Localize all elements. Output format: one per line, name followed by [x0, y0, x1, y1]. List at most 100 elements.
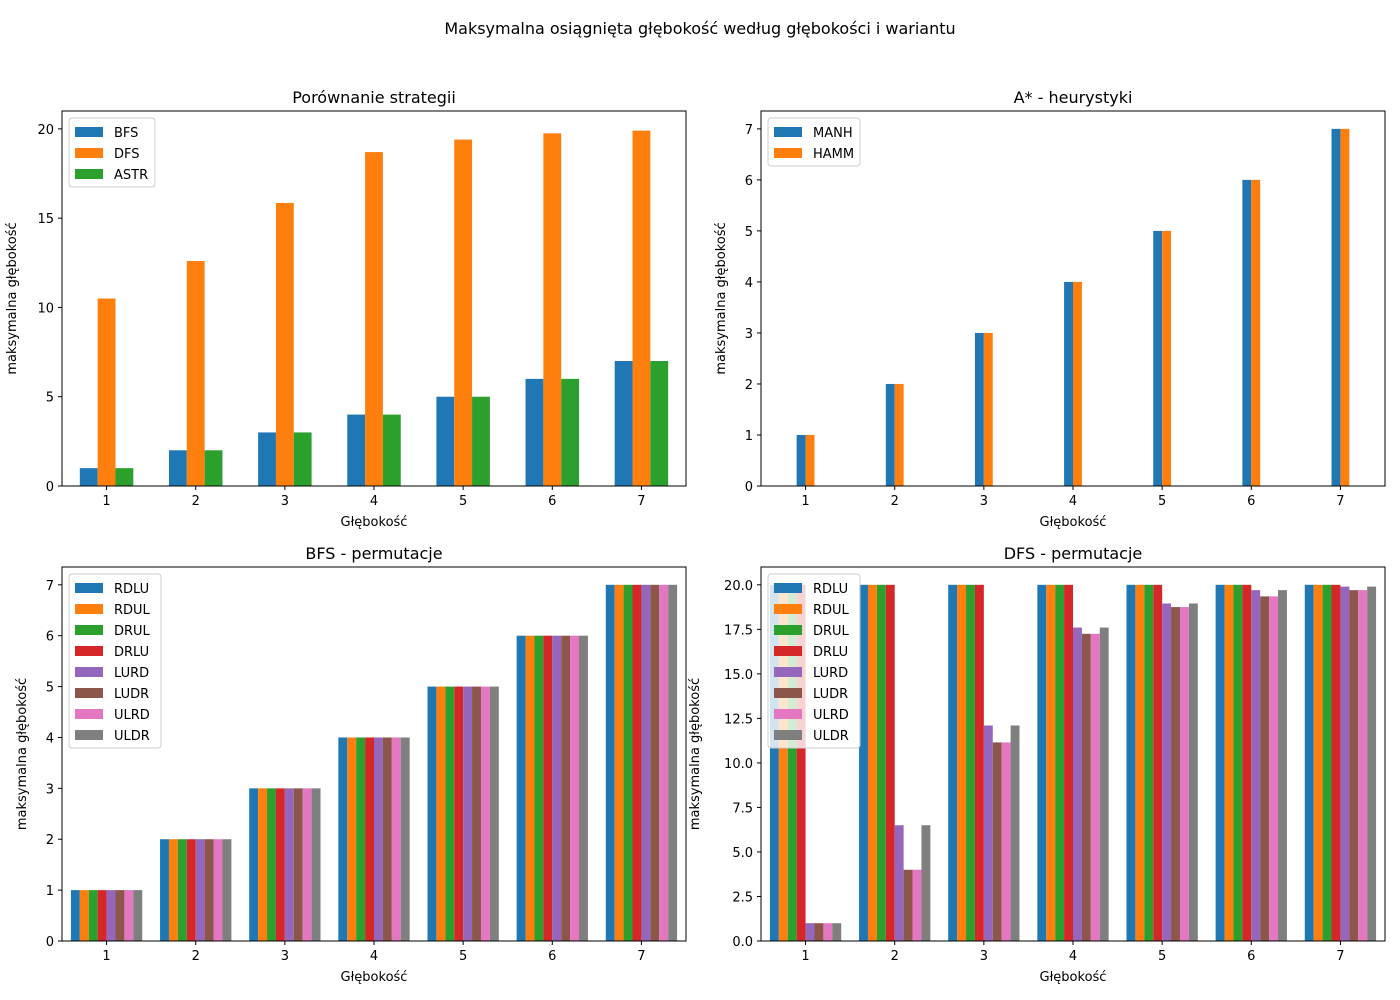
bar-lurd-5: [1162, 603, 1172, 941]
bar-uldr-4: [400, 737, 410, 941]
legend-label: DRUL: [813, 624, 850, 639]
bar-lurd-1: [805, 923, 815, 941]
y-tick-label: 1: [745, 429, 753, 444]
y-tick-label: 7: [745, 123, 753, 138]
x-tick-label: 3: [980, 494, 988, 509]
bar-ulrd-1: [823, 923, 833, 941]
bar-dfs-7: [632, 130, 651, 486]
legend-swatch: [75, 730, 103, 740]
bar-lurd-3: [983, 725, 993, 941]
bar-hamm-6: [1251, 179, 1261, 486]
x-axis-label: Głębokość: [341, 970, 408, 985]
bar-astr-2: [204, 450, 223, 486]
bar-rdlu-2: [160, 839, 169, 941]
x-tick-label: 5: [1158, 949, 1166, 964]
x-tick-label: 7: [637, 949, 645, 964]
bar-rdlu-1: [769, 584, 779, 941]
bar-lurd-5: [463, 686, 473, 941]
bar-uldr-6: [579, 635, 588, 941]
series-ludr: [814, 590, 1359, 941]
legend-swatch: [774, 709, 802, 719]
bar-drlu-4: [1064, 584, 1073, 941]
series-ludr: [115, 584, 660, 941]
bar-bfs-4: [347, 414, 366, 486]
legend-frame: [68, 573, 162, 749]
series-lurd: [805, 586, 1350, 941]
bar-ulrd-2: [213, 839, 223, 941]
bar-ludr-1: [115, 890, 125, 941]
bar-rdlu-5: [1126, 584, 1136, 941]
legend-swatch: [774, 730, 802, 740]
bar-ludr-6: [561, 635, 571, 941]
bar-manh-7: [1331, 128, 1341, 486]
y-tick-label: 6: [745, 174, 753, 189]
bar-drul-3: [267, 788, 276, 941]
x-tick-label: 6: [1247, 949, 1255, 964]
x-tick-label: 2: [891, 949, 899, 964]
y-tick-label: 20: [37, 123, 54, 138]
bar-ludr-1: [814, 923, 824, 941]
bar-rdul-5: [436, 686, 446, 941]
y-tick-label: 0: [745, 480, 753, 495]
series-bfs: [79, 361, 633, 486]
x-tick-label: 3: [281, 494, 289, 509]
bar-rdlu-5: [427, 686, 437, 941]
series-ulrd: [124, 584, 669, 941]
bar-drul-6: [1233, 584, 1243, 941]
subplot-2: A* - heurystyki 1 2 3 4 5 6 7 0 1 2 3 4 5 6 7 Głębokość m…: [714, 88, 1386, 530]
bar-rdul-1: [778, 584, 788, 941]
legend-swatch: [774, 646, 802, 656]
legend-swatch: [774, 127, 802, 137]
y-axis-label: maksymalna głębokość: [714, 222, 729, 374]
bar-rdlu-3: [948, 584, 958, 941]
series-uldr: [133, 584, 678, 941]
bar-uldr-4: [1099, 627, 1109, 941]
y-tick-label: 7: [46, 579, 54, 594]
bar-lurd-7: [641, 584, 651, 941]
bar-rdul-7: [614, 584, 624, 941]
legend-label: MANH: [813, 126, 853, 141]
bar-rdlu-7: [605, 584, 615, 941]
bar-rdul-7: [1313, 584, 1323, 941]
x-tick-label: 5: [459, 494, 467, 509]
bar-manh-6: [1242, 179, 1252, 486]
bar-lurd-6: [1251, 590, 1261, 941]
bar-hamm-7: [1340, 128, 1350, 486]
y-tick-label: 5: [46, 391, 54, 406]
bar-uldr-3: [1010, 725, 1020, 941]
bar-ludr-4: [382, 737, 392, 941]
bar-ludr-5: [1171, 607, 1180, 941]
bar-drlu-6: [543, 635, 553, 941]
bar-astr-4: [382, 414, 401, 486]
bar-drul-5: [445, 686, 455, 941]
bar-drlu-7: [1331, 584, 1341, 941]
bar-drlu-7: [632, 584, 642, 941]
bar-ulrd-3: [302, 788, 312, 941]
bar-rdlu-2: [859, 584, 868, 941]
figure-title: Maksymalna osiągnięta głębokość według g…: [444, 19, 955, 38]
y-tick-label: 4: [46, 731, 54, 746]
legend-swatch: [774, 667, 802, 677]
x-axis-label: Głębokość: [1040, 970, 1107, 985]
legend-swatch: [75, 604, 103, 614]
legend-label: DFS: [114, 147, 140, 162]
x-tick-label: 2: [192, 494, 200, 509]
legend-label: ULDR: [813, 729, 849, 744]
legend-label: LUDR: [114, 687, 149, 702]
bar-bfs-2: [168, 450, 187, 486]
bar-rdlu-3: [249, 788, 259, 941]
y-tick-label: 10.0: [724, 757, 753, 772]
bar-manh-2: [885, 383, 895, 486]
bar-drul-2: [177, 839, 187, 941]
bar-rdul-2: [168, 839, 178, 941]
series-rdul: [79, 584, 624, 941]
bar-manh-4: [1064, 281, 1073, 486]
bar-drlu-3: [974, 584, 984, 941]
bar-rdul-4: [347, 737, 357, 941]
legend-label: BFS: [114, 126, 138, 141]
bar-bfs-1: [79, 468, 98, 486]
x-tick-label: 7: [1336, 949, 1344, 964]
legend-swatch: [75, 625, 103, 635]
bar-ulrd-4: [391, 737, 401, 941]
x-tick-label: 2: [891, 494, 899, 509]
